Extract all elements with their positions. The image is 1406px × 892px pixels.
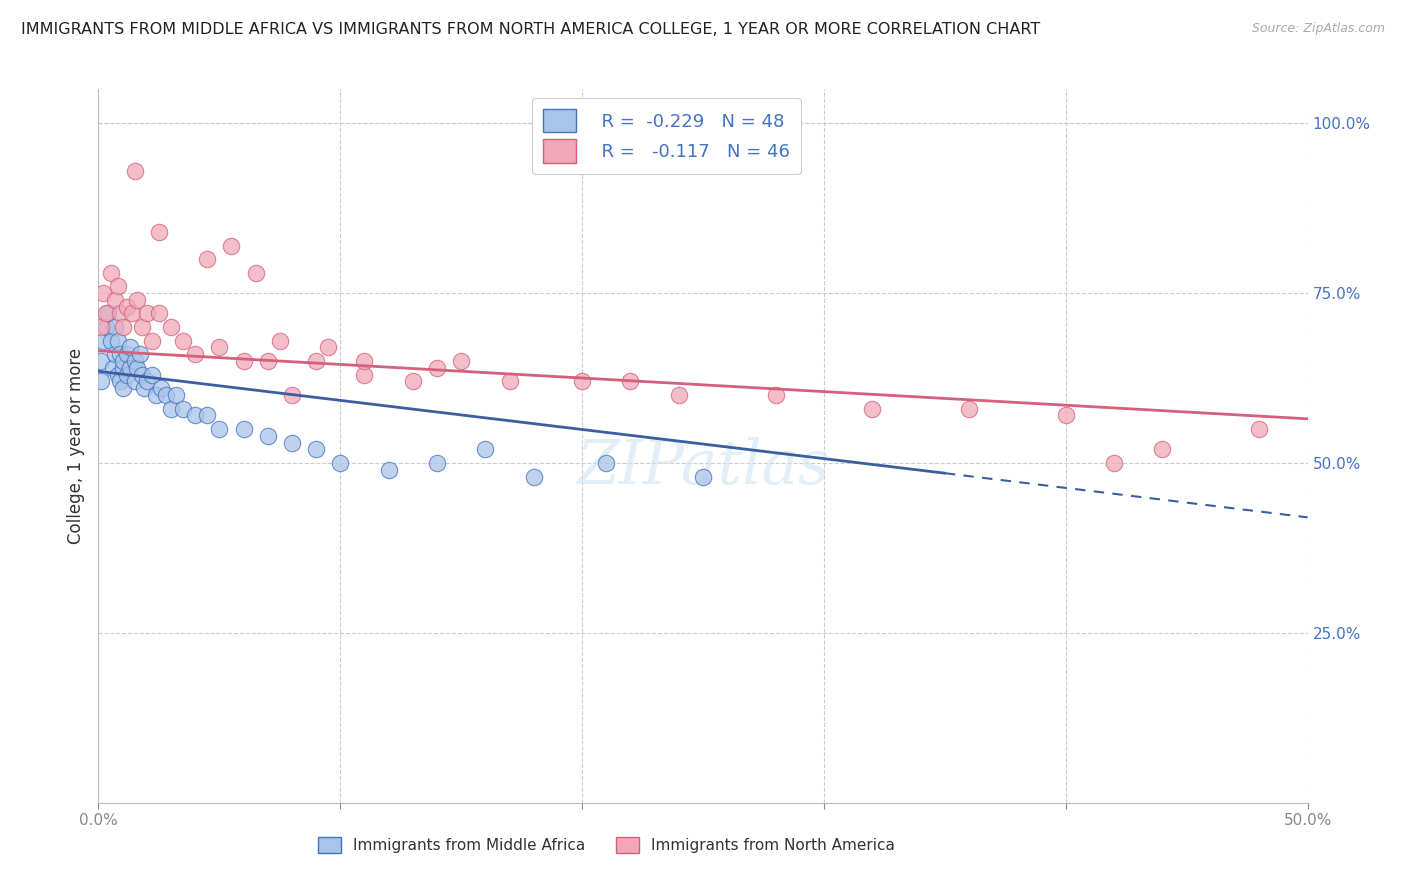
Point [145, 388, 167, 402]
Point [195, 409, 218, 423]
Legend: Immigrants from Middle Africa, Immigrants from North America: Immigrants from Middle Africa, Immigrant… [312, 831, 901, 859]
Point [1102, 456, 1125, 470]
Point [305, 354, 328, 368]
Point [127, 293, 149, 307]
Point [426, 456, 449, 470]
Point [117, 368, 139, 382]
Point [90, 375, 112, 389]
Point [117, 347, 139, 361]
Point [450, 354, 472, 368]
Point [131, 320, 153, 334]
Point [256, 429, 278, 443]
Point [148, 225, 170, 239]
Point [118, 341, 141, 355]
Point [353, 354, 375, 368]
Point [172, 401, 194, 416]
Point [498, 375, 520, 389]
Point [117, 300, 139, 314]
Point [402, 375, 425, 389]
Point [256, 354, 278, 368]
Point [101, 360, 124, 375]
Point [90, 320, 112, 334]
Point [111, 381, 134, 395]
Point [111, 320, 134, 334]
Point [305, 442, 328, 457]
Point [124, 354, 146, 368]
Point [765, 388, 787, 402]
Point [281, 435, 304, 450]
Point [692, 469, 714, 483]
Point [104, 347, 127, 361]
Point [100, 334, 122, 348]
Point [1249, 422, 1271, 436]
Point [111, 360, 134, 375]
Point [619, 375, 641, 389]
Point [124, 163, 146, 178]
Point [150, 381, 173, 395]
Point [135, 375, 157, 389]
Point [141, 334, 163, 348]
Point [148, 306, 170, 320]
Point [107, 368, 129, 382]
Point [131, 368, 153, 382]
Point [160, 320, 183, 334]
Point [127, 360, 149, 375]
Point [474, 442, 496, 457]
Point [90, 354, 112, 368]
Point [165, 388, 187, 402]
Point [108, 375, 131, 389]
Point [108, 306, 131, 320]
Point [523, 469, 546, 483]
Point [104, 293, 127, 307]
Text: ZIPatlas: ZIPatlas [576, 437, 830, 498]
Point [91, 334, 114, 348]
Point [135, 306, 157, 320]
Text: IMMIGRANTS FROM MIDDLE AFRICA VS IMMIGRANTS FROM NORTH AMERICA COLLEGE, 1 YEAR O: IMMIGRANTS FROM MIDDLE AFRICA VS IMMIGRA… [21, 22, 1040, 37]
Point [426, 360, 449, 375]
Point [124, 375, 146, 389]
Point [232, 422, 254, 436]
Point [108, 347, 131, 361]
Point [94, 306, 117, 320]
Point [172, 334, 194, 348]
Point [208, 341, 231, 355]
Point [94, 320, 117, 334]
Point [208, 422, 231, 436]
Point [232, 354, 254, 368]
Point [100, 266, 122, 280]
Point [97, 306, 120, 320]
Point [221, 238, 243, 252]
Point [160, 401, 183, 416]
Point [571, 375, 593, 389]
Point [134, 381, 156, 395]
Point [377, 463, 399, 477]
Point [111, 354, 134, 368]
Point [184, 409, 207, 423]
Point [316, 341, 339, 355]
Point [1152, 442, 1174, 457]
Point [107, 334, 129, 348]
Point [184, 347, 207, 361]
Point [269, 334, 291, 348]
Point [195, 252, 218, 266]
Point [107, 279, 129, 293]
Point [121, 306, 143, 320]
Point [353, 368, 375, 382]
Point [128, 347, 150, 361]
Point [91, 286, 114, 301]
Point [245, 266, 267, 280]
Point [329, 456, 352, 470]
Point [141, 368, 163, 382]
Point [118, 360, 141, 375]
Point [595, 456, 617, 470]
Point [860, 401, 883, 416]
Point [957, 401, 980, 416]
Y-axis label: College, 1 year or more: College, 1 year or more [66, 348, 84, 544]
Point [668, 388, 690, 402]
Point [1054, 409, 1077, 423]
Point [104, 320, 127, 334]
Text: Source: ZipAtlas.com: Source: ZipAtlas.com [1251, 22, 1385, 36]
Point [281, 388, 304, 402]
Point [155, 388, 177, 402]
